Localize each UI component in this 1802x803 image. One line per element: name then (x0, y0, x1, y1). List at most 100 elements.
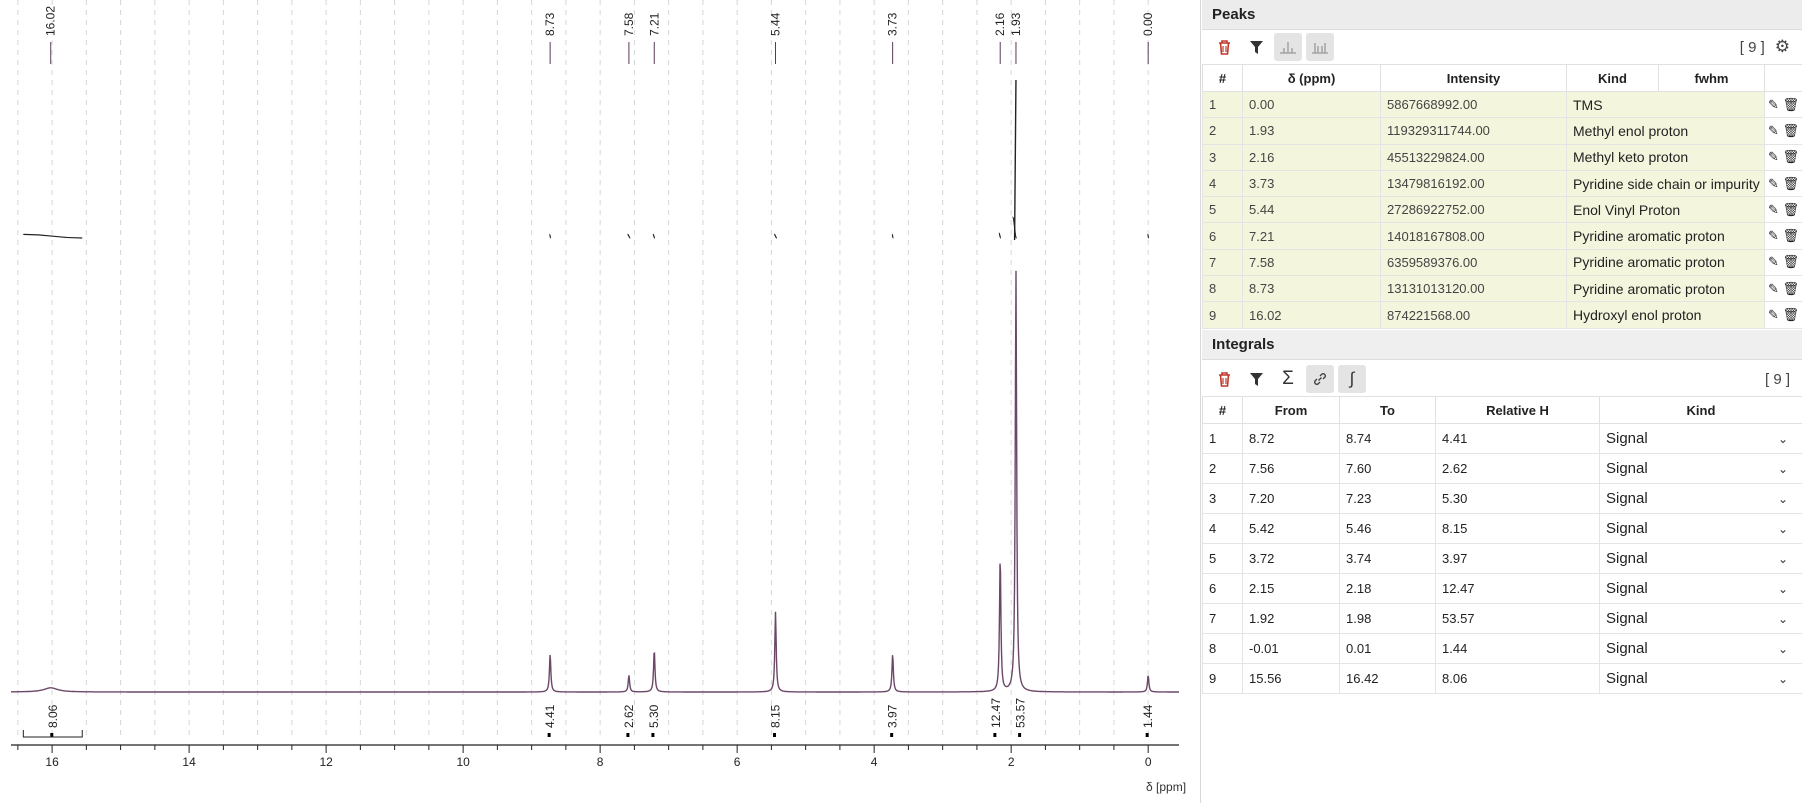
peak-icon[interactable] (1274, 33, 1302, 61)
integral-from[interactable]: 3.72 (1242, 543, 1340, 574)
chevron-down-icon[interactable]: ⌄ (1777, 581, 1788, 596)
peak-row[interactable]: 5 5.44 27286922752.00 Enol Vinyl Proton ✎ 🗑 (1202, 196, 1802, 224)
col-header-index[interactable]: # (1202, 64, 1243, 92)
peak-row[interactable]: 2 1.93 119329311744.00 Methyl enol proton ✎ … (1202, 117, 1802, 145)
integral-from[interactable]: 5.42 (1242, 513, 1340, 544)
col-header-index[interactable]: # (1202, 396, 1243, 424)
trash-icon[interactable]: 🗑 (1782, 254, 1800, 270)
peak-row[interactable]: 7 7.58 6359589376.00 Pyridine aromatic prot… (1202, 248, 1802, 277)
col-header-kind[interactable]: Kind (1566, 64, 1659, 92)
integral-icon[interactable]: ∫ (1338, 365, 1366, 393)
chevron-down-icon[interactable]: ⌄ (1777, 551, 1788, 566)
integral-to[interactable]: 16.42 (1339, 663, 1436, 694)
trash-icon[interactable] (1210, 33, 1238, 61)
integral-kind-select[interactable]: Signal ⌄ (1599, 453, 1802, 484)
integral-kind-select[interactable]: Signal ⌄ (1599, 543, 1802, 574)
integral-kind-select[interactable]: Signal ⌄ (1599, 513, 1802, 544)
edit-icon[interactable]: ✎ (1767, 254, 1779, 270)
trash-icon[interactable]: 🗑 (1782, 96, 1800, 112)
peak-kind[interactable]: Enol Vinyl Proton (1566, 196, 1765, 224)
integral-row[interactable]: 4 5.42 5.46 8.15 Signal ⌄ (1202, 513, 1802, 544)
integral-relative-h[interactable]: 4.41 (1435, 423, 1600, 454)
trash-icon[interactable]: 🗑 (1782, 280, 1800, 296)
trash-icon[interactable] (1210, 365, 1238, 393)
filter-icon[interactable] (1242, 33, 1270, 61)
peaks-panel-header[interactable]: Peaks (1202, 0, 1802, 30)
col-header-ppm[interactable]: δ (ppm) (1242, 64, 1381, 92)
peak-kind[interactable]: TMS (1566, 90, 1765, 119)
trash-icon[interactable]: 🗑 (1782, 228, 1800, 244)
spectrum-plot[interactable]: 16.02 8.73 7.58 7.21 5.44 3.73 2.16 1.93 0.00 8.0… (0, 0, 1200, 803)
col-header-relative-h[interactable]: Relative H (1435, 396, 1600, 424)
integral-from[interactable]: -0.01 (1242, 633, 1340, 664)
edit-icon[interactable]: ✎ (1767, 307, 1779, 323)
integral-from[interactable]: 7.20 (1242, 483, 1340, 514)
edit-icon[interactable]: ✎ (1767, 96, 1779, 112)
integral-from[interactable]: 1.92 (1242, 603, 1340, 634)
peak-ppm[interactable]: 0.00 (1242, 90, 1381, 119)
integral-row[interactable]: 2 7.56 7.60 2.62 Signal ⌄ (1202, 453, 1802, 484)
integral-relative-h[interactable]: 8.15 (1435, 513, 1600, 544)
peak-row[interactable]: 6 7.21 14018167808.00 Pyridine aromatic pro… (1202, 222, 1802, 250)
peak-ppm[interactable]: 16.02 (1242, 301, 1381, 329)
integral-relative-h[interactable]: 5.30 (1435, 483, 1600, 514)
peak-ppm[interactable]: 2.16 (1242, 143, 1381, 171)
integral-to[interactable]: 5.46 (1339, 513, 1436, 544)
chevron-down-icon[interactable]: ⌄ (1777, 641, 1788, 656)
gear-icon[interactable]: ⚙ (1774, 37, 1790, 56)
integral-row[interactable]: 9 15.56 16.42 8.06 Signal ⌄ (1202, 663, 1802, 694)
chevron-down-icon[interactable]: ⌄ (1777, 671, 1788, 686)
edit-icon[interactable]: ✎ (1767, 149, 1779, 165)
integral-row[interactable]: 3 7.20 7.23 5.30 Signal ⌄ (1202, 483, 1802, 514)
multiplet-icon[interactable] (1306, 33, 1334, 61)
integrals-panel-header[interactable]: Integrals (1202, 330, 1802, 360)
sigma-icon[interactable]: Σ (1282, 368, 1294, 389)
peak-ppm[interactable]: 3.73 (1242, 169, 1381, 198)
integral-to[interactable]: 3.74 (1339, 543, 1436, 574)
peak-ppm[interactable]: 5.44 (1242, 196, 1381, 224)
edit-icon[interactable]: ✎ (1767, 122, 1779, 138)
peak-kind[interactable]: Pyridine side chain or impurity (1566, 169, 1765, 198)
integral-relative-h[interactable]: 8.06 (1435, 663, 1600, 694)
chevron-down-icon[interactable]: ⌄ (1777, 431, 1788, 446)
integral-relative-h[interactable]: 3.97 (1435, 543, 1600, 574)
col-header-fwhm[interactable]: fwhm (1658, 64, 1765, 92)
trash-icon[interactable]: 🗑 (1782, 175, 1800, 191)
integral-relative-h[interactable]: 53.57 (1435, 603, 1600, 634)
edit-icon[interactable]: ✎ (1767, 228, 1779, 244)
col-header-to[interactable]: To (1339, 396, 1436, 424)
spectrum-viewer[interactable]: 16.02 8.73 7.58 7.21 5.44 3.73 2.16 1.93 0.00 8.0… (0, 0, 1201, 803)
integral-relative-h[interactable]: 12.47 (1435, 573, 1600, 604)
integral-relative-h[interactable]: 1.44 (1435, 633, 1600, 664)
integral-kind-select[interactable]: Signal ⌄ (1599, 633, 1802, 664)
peak-ppm[interactable]: 8.73 (1242, 275, 1381, 303)
trash-icon[interactable]: 🗑 (1782, 201, 1800, 217)
peak-kind[interactable]: Hydroxyl enol proton (1566, 301, 1765, 329)
col-header-from[interactable]: From (1242, 396, 1340, 424)
peak-ppm[interactable]: 1.93 (1242, 117, 1381, 145)
integral-to[interactable]: 7.60 (1339, 453, 1436, 484)
filter-icon[interactable] (1242, 365, 1270, 393)
chevron-down-icon[interactable]: ⌄ (1777, 461, 1788, 476)
edit-icon[interactable]: ✎ (1767, 280, 1779, 296)
link-icon[interactable] (1306, 365, 1334, 393)
peak-kind[interactable]: Pyridine aromatic proton (1566, 248, 1765, 277)
edit-icon[interactable]: ✎ (1767, 201, 1779, 217)
integral-from[interactable]: 15.56 (1242, 663, 1340, 694)
trash-icon[interactable]: 🗑 (1782, 149, 1800, 165)
integral-from[interactable]: 8.72 (1242, 423, 1340, 454)
peak-row[interactable]: 1 0.00 5867668992.00 TMS ✎ 🗑 (1202, 90, 1802, 119)
integral-from[interactable]: 7.56 (1242, 453, 1340, 484)
peak-kind[interactable]: Methyl keto proton (1566, 143, 1765, 171)
peak-row[interactable]: 8 8.73 13131013120.00 Pyridine aromatic pro… (1202, 275, 1802, 303)
peak-kind[interactable]: Pyridine aromatic proton (1566, 222, 1765, 250)
peak-row[interactable]: 9 16.02 874221568.00 Hydroxyl enol proton ✎ … (1202, 301, 1802, 329)
integral-kind-select[interactable]: Signal ⌄ (1599, 483, 1802, 514)
integral-row[interactable]: 8 -0.01 0.01 1.44 Signal ⌄ (1202, 633, 1802, 664)
peak-kind[interactable]: Methyl enol proton (1566, 117, 1765, 145)
integral-relative-h[interactable]: 2.62 (1435, 453, 1600, 484)
integral-kind-select[interactable]: Signal ⌄ (1599, 603, 1802, 634)
integral-row[interactable]: 5 3.72 3.74 3.97 Signal ⌄ (1202, 543, 1802, 574)
peak-ppm[interactable]: 7.58 (1242, 248, 1381, 277)
integral-row[interactable]: 7 1.92 1.98 53.57 Signal ⌄ (1202, 603, 1802, 634)
